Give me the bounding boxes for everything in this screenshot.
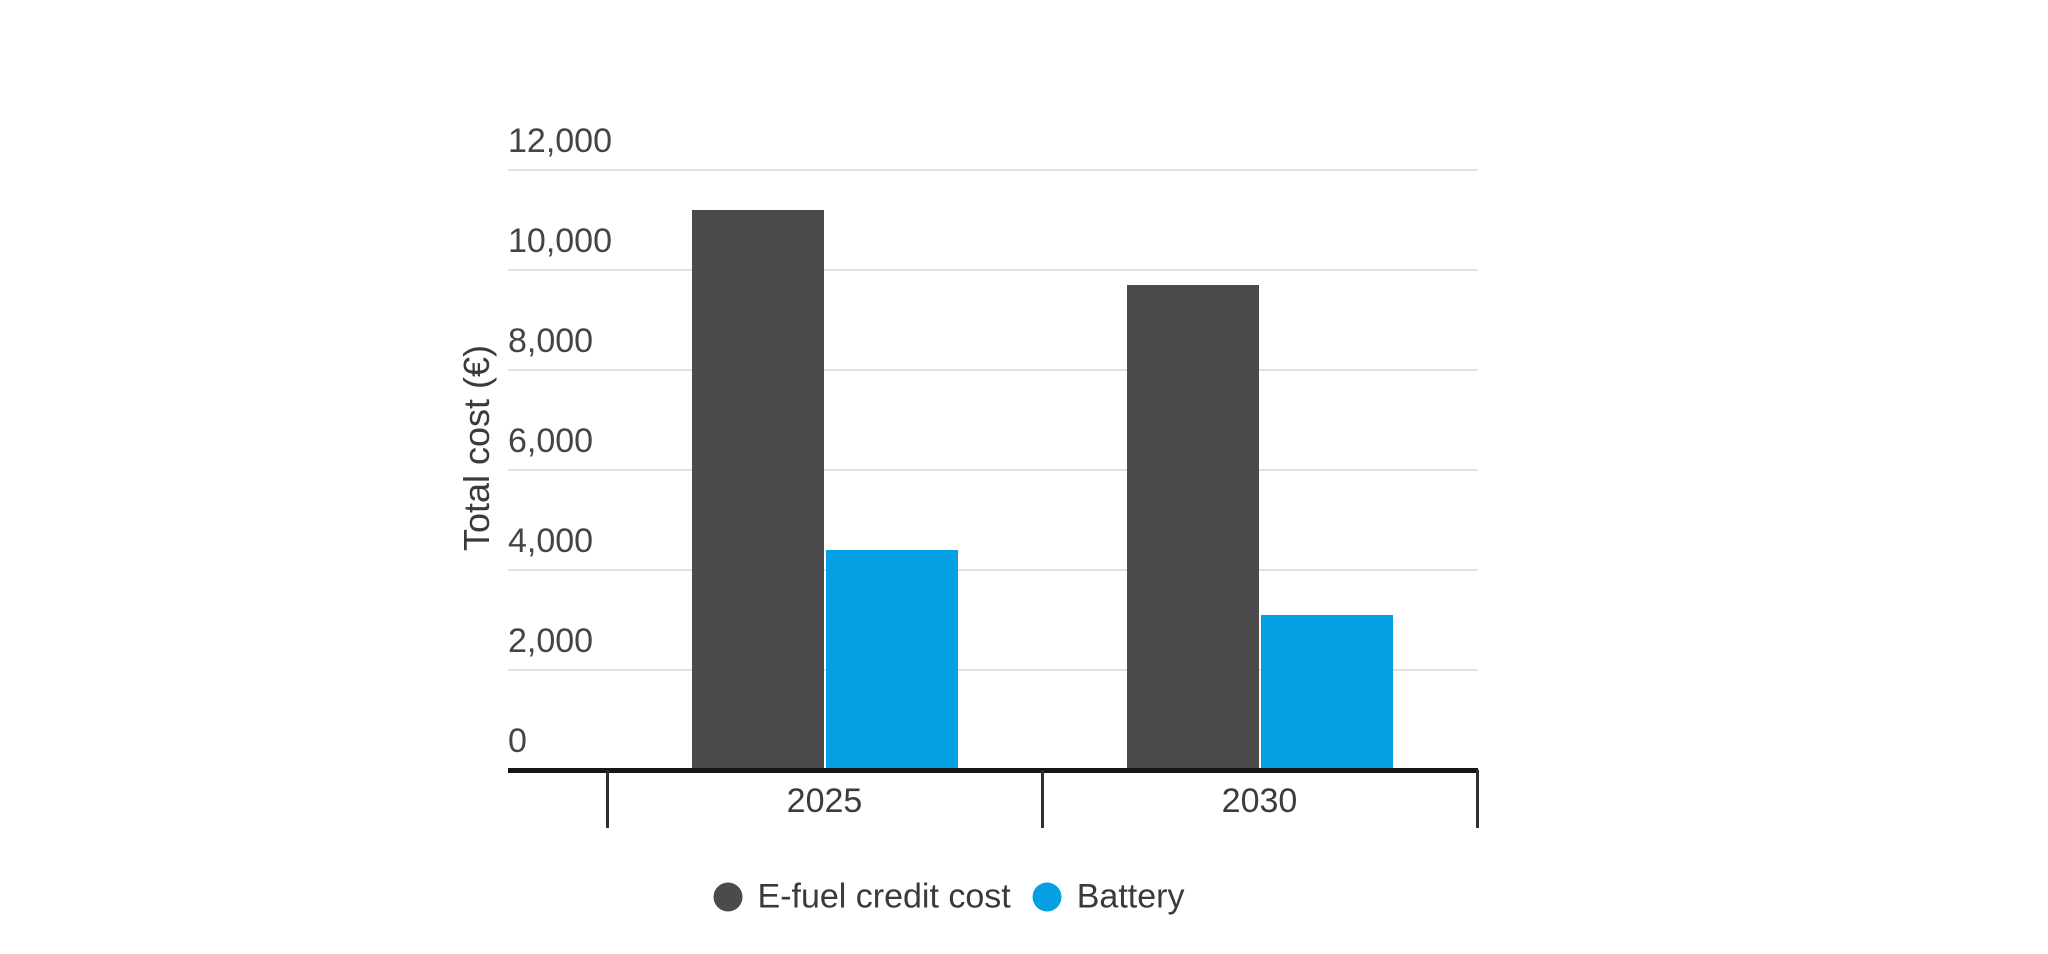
bar-2030-series-1 (1260, 615, 1393, 770)
bar-2025-series-0 (691, 210, 824, 770)
y-tick-label: 6,000 (508, 422, 594, 460)
x-category-label: 2030 (1221, 782, 1298, 820)
gridline (508, 369, 1478, 371)
gridline (508, 569, 1478, 571)
legend-item: Battery (1032, 877, 1185, 917)
y-tick-label: 8,000 (508, 322, 594, 360)
y-axis-title: Total cost (€) (456, 344, 497, 552)
category-tick (1475, 770, 1479, 828)
gridline (508, 169, 1478, 171)
bar-2025-series-1 (825, 550, 958, 770)
x-category-label: 2025 (786, 782, 863, 820)
legend: E-fuel credit cost Battery (713, 877, 1185, 917)
gridline (508, 269, 1478, 271)
bar-2030-series-0 (1126, 285, 1259, 770)
legend-dot-icon (1032, 882, 1062, 912)
y-tick-label: 0 (508, 722, 527, 760)
legend-label: Battery (1076, 877, 1185, 916)
y-tick-label: 4,000 (508, 522, 594, 560)
y-tick-label: 2,000 (508, 622, 594, 660)
x-axis-line (508, 768, 1478, 773)
gridline (508, 669, 1478, 671)
legend-dot-icon (713, 882, 743, 912)
gridline (508, 469, 1478, 471)
y-tick-label: 12,000 (508, 122, 612, 160)
legend-item: E-fuel credit cost (713, 877, 1011, 917)
legend-label: E-fuel credit cost (757, 877, 1011, 916)
category-tick (1040, 770, 1044, 828)
category-tick (605, 770, 609, 828)
y-tick-label: 10,000 (508, 222, 612, 260)
